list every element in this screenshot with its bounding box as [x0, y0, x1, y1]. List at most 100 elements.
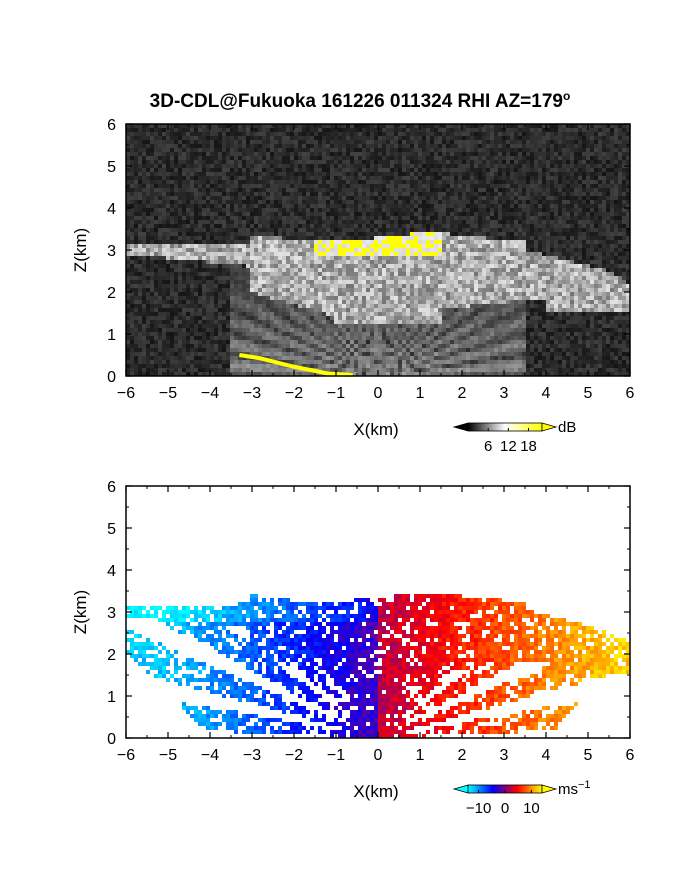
intensity-cell: [350, 356, 354, 360]
intensity-cell: [214, 260, 218, 264]
intensity-cell: [362, 292, 366, 296]
intensity-cell: [194, 208, 198, 212]
intensity-cell: [422, 248, 426, 252]
intensity-cell: [286, 240, 290, 244]
intensity-cell: [274, 228, 278, 232]
intensity-cell: [346, 300, 350, 304]
intensity-cell: [234, 152, 238, 156]
intensity-cell: [134, 144, 138, 148]
intensity-cell: [146, 160, 150, 164]
intensity-cell: [346, 204, 350, 208]
intensity-cell: [226, 140, 230, 144]
intensity-cell: [274, 284, 278, 288]
intensity-cell: [362, 368, 366, 372]
intensity-cell: [274, 236, 278, 240]
intensity-cell: [362, 132, 366, 136]
intensity-cell: [274, 160, 278, 164]
intensity-cell: [190, 220, 194, 224]
intensity-cell: [274, 156, 278, 160]
intensity-cell: [282, 332, 286, 336]
intensity-cell: [266, 168, 270, 172]
intensity-cell: [290, 328, 294, 332]
intensity-cell: [286, 168, 290, 172]
intensity-cell: [134, 248, 138, 252]
intensity-cell: [158, 172, 162, 176]
intensity-cell: [202, 332, 206, 336]
intensity-cell: [302, 132, 306, 136]
intensity-cell: [322, 284, 326, 288]
intensity-cell: [270, 356, 274, 360]
intensity-cell: [426, 364, 430, 368]
intensity-cell: [274, 204, 278, 208]
intensity-cell: [294, 192, 298, 196]
intensity-cell: [218, 256, 222, 260]
intensity-cell: [374, 344, 378, 348]
intensity-cell: [230, 336, 234, 340]
intensity-cell: [358, 192, 362, 196]
intensity-cell: [278, 180, 282, 184]
intensity-cell: [426, 188, 430, 192]
intensity-cell: [226, 136, 230, 140]
intensity-cell: [134, 196, 138, 200]
intensity-cell: [274, 256, 278, 260]
intensity-cell: [210, 128, 214, 132]
intensity-cell: [426, 208, 430, 212]
intensity-cell: [350, 212, 354, 216]
intensity-cell: [186, 284, 190, 288]
intensity-cell: [410, 184, 414, 188]
intensity-cell: [150, 320, 154, 324]
intensity-cell: [134, 356, 138, 360]
intensity-cell: [202, 344, 206, 348]
intensity-cell: [278, 324, 282, 328]
intensity-cell: [334, 132, 338, 136]
intensity-cell: [330, 268, 334, 272]
intensity-cell: [274, 176, 278, 180]
intensity-cell: [398, 180, 402, 184]
intensity-cell: [150, 308, 154, 312]
intensity-cell: [178, 280, 182, 284]
intensity-cell: [282, 192, 286, 196]
intensity-cell: [366, 224, 370, 228]
intensity-cell: [286, 264, 290, 268]
intensity-cell: [298, 188, 302, 192]
intensity-cell: [382, 312, 386, 316]
intensity-cell: [342, 232, 346, 236]
intensity-cell: [238, 140, 242, 144]
intensity-cell: [178, 288, 182, 292]
intensity-cell: [234, 236, 238, 240]
intensity-cell: [330, 192, 334, 196]
intensity-cell: [258, 260, 262, 264]
intensity-cell: [410, 180, 414, 184]
intensity-cell: [354, 316, 358, 320]
intensity-cell: [290, 268, 294, 272]
intensity-cell: [310, 372, 314, 376]
intensity-cell: [290, 288, 294, 292]
intensity-cell: [374, 352, 378, 356]
intensity-cell: [166, 196, 170, 200]
intensity-cell: [430, 260, 434, 264]
intensity-cell: [190, 200, 194, 204]
intensity-cell: [222, 360, 226, 364]
intensity-cell: [354, 160, 358, 164]
intensity-cell: [302, 136, 306, 140]
intensity-cell: [322, 124, 326, 128]
intensity-cell: [222, 156, 226, 160]
intensity-cell: [358, 368, 362, 372]
intensity-cell: [386, 196, 390, 200]
intensity-cell: [298, 232, 302, 236]
intensity-cell: [126, 240, 130, 244]
intensity-cell: [302, 232, 306, 236]
intensity-cell: [322, 232, 326, 236]
intensity-cell: [158, 312, 162, 316]
intensity-cell: [190, 328, 194, 332]
intensity-cell: [254, 312, 258, 316]
intensity-cell: [154, 296, 158, 300]
intensity-cell: [250, 184, 254, 188]
intensity-cell: [402, 280, 406, 284]
intensity-cell: [346, 164, 350, 168]
intensity-cell: [158, 332, 162, 336]
intensity-cell: [142, 188, 146, 192]
intensity-cell: [338, 344, 342, 348]
intensity-cell: [306, 284, 310, 288]
intensity-cell: [330, 328, 334, 332]
